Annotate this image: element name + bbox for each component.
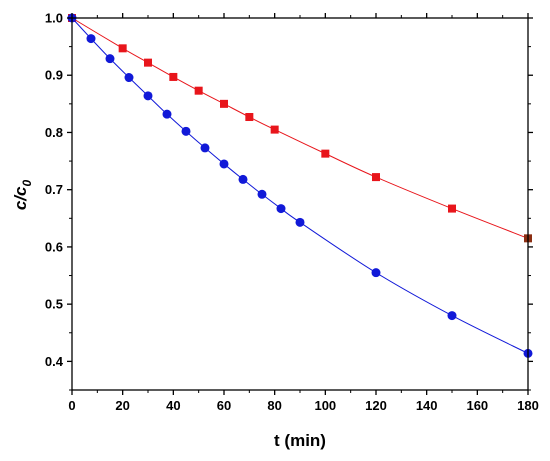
x-axis-title: t (min) <box>274 431 326 450</box>
x-tick-label: 60 <box>217 398 231 413</box>
plot-area <box>67 13 533 358</box>
series-square-point <box>372 173 380 182</box>
series-square-point <box>220 99 228 108</box>
series-circle-point <box>257 189 267 199</box>
series-circle-point <box>238 174 248 184</box>
series-square-point <box>118 44 127 53</box>
y-tick-label: 1.0 <box>45 11 63 26</box>
x-tick-label: 80 <box>267 398 281 413</box>
y-tick-label: 0.5 <box>45 297 63 312</box>
series-circle-point <box>276 204 286 214</box>
x-tick-label: 0 <box>68 398 75 413</box>
series-circle-point <box>143 91 153 101</box>
x-tick-label: 140 <box>416 398 438 413</box>
y-tick-label: 0.4 <box>45 354 64 369</box>
x-tick-label: 120 <box>365 398 387 413</box>
series-circle-point <box>371 268 381 278</box>
x-tick-label: 180 <box>517 398 539 413</box>
series-circle-point <box>86 34 96 44</box>
series-circle-point <box>105 54 115 64</box>
series-square-line <box>71 17 529 239</box>
axes: 0 20 40 60 80 100 120 140 160 180 0.4 0.5 0.6 0.7 0.8 0… <box>45 11 539 414</box>
series-square-point <box>448 204 456 213</box>
series-circle-point <box>295 217 305 227</box>
series-circle-point <box>200 143 210 153</box>
y-tick-label: 0.8 <box>45 125 63 140</box>
series-circle-point <box>447 311 457 321</box>
x-tick-label: 160 <box>466 398 488 413</box>
series-circle-point <box>181 126 191 136</box>
x-tick-label: 100 <box>314 398 336 413</box>
plot-frame <box>71 17 529 391</box>
series-square-point <box>270 125 279 134</box>
series-square-point <box>144 58 152 67</box>
y-tick-label: 0.9 <box>45 68 63 83</box>
series-circle-point <box>219 159 229 169</box>
x-tick-label: 20 <box>115 398 129 413</box>
series-circle-point <box>162 109 172 119</box>
y-tick-label: 0.7 <box>45 182 63 197</box>
series-square-point <box>245 113 254 122</box>
series-square-point <box>169 72 178 81</box>
series-circle-line <box>71 17 529 354</box>
series-circle-point <box>124 73 134 83</box>
series-square-point <box>194 86 203 95</box>
y-axis-title-subscript: 0 <box>20 180 34 187</box>
y-axis-title-main: c/c <box>11 186 30 210</box>
y-tick-label: 0.6 <box>45 239 63 254</box>
x-tick-label: 40 <box>166 398 180 413</box>
series-square-point <box>321 149 330 158</box>
y-axis-title: c/c0 <box>11 180 34 211</box>
